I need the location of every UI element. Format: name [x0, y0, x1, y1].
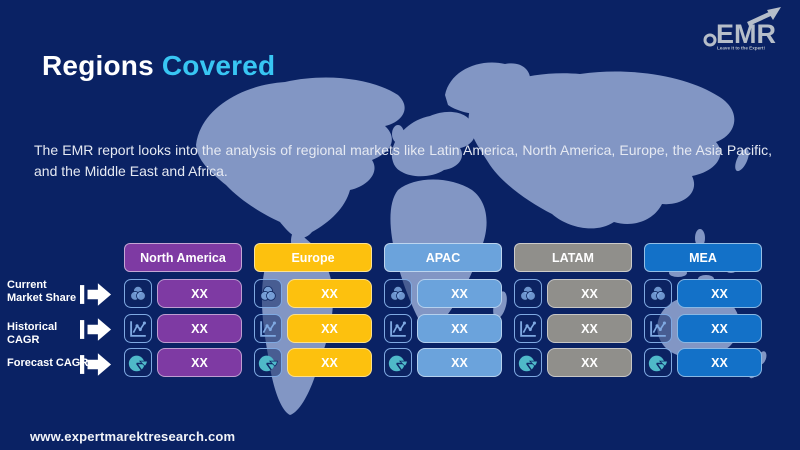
cell-value: XX — [711, 321, 728, 336]
title-part-2: Covered — [161, 50, 276, 81]
right-arrow-icon — [80, 352, 112, 377]
region-header-label: APAC — [425, 250, 461, 265]
row-label-current-market-share: Current Market Share — [7, 279, 77, 304]
pie-chart-icon — [514, 348, 542, 377]
region-header-label: Europe — [291, 250, 335, 265]
cell-value: XX — [451, 321, 468, 336]
cell-value: XX — [451, 355, 468, 370]
row-label-historical-cagr: Historical CAGR — [7, 321, 58, 346]
region-header-label: North America — [140, 250, 226, 265]
value-pill: XX — [677, 314, 762, 343]
value-pill: XX — [677, 279, 762, 308]
pie-chart-icon — [254, 348, 282, 377]
cell-value: XX — [581, 321, 598, 336]
cell-value: XX — [581, 355, 598, 370]
cell-value: XX — [191, 286, 208, 301]
value-pill: XX — [157, 279, 242, 308]
value-pill: XX — [287, 348, 372, 377]
region-header-europe: Europe — [254, 243, 372, 272]
website-url: www.expertmarektresearch.com — [30, 429, 236, 444]
cell-value: XX — [191, 355, 208, 370]
line-chart-icon — [384, 314, 412, 343]
value-pill: XX — [287, 314, 372, 343]
value-pill: XX — [157, 348, 242, 377]
line-chart-icon — [124, 314, 152, 343]
value-pill: XX — [417, 279, 502, 308]
value-pill: XX — [547, 314, 632, 343]
right-arrow-icon — [80, 317, 112, 342]
cell-value: XX — [711, 286, 728, 301]
region-header-latam: LATAM — [514, 243, 632, 272]
page-title: Regions Covered — [42, 50, 275, 82]
line-chart-icon — [254, 314, 282, 343]
line-chart-icon — [514, 314, 542, 343]
logo-circle-icon — [703, 33, 717, 47]
row-label-forecast-cagr: Forecast CAGR — [7, 357, 89, 369]
cell-value: XX — [581, 286, 598, 301]
region-header-label: LATAM — [552, 250, 594, 265]
cell-value: XX — [321, 355, 338, 370]
title-part-1: Regions — [42, 50, 154, 81]
cell-value: XX — [321, 321, 338, 336]
value-pill: XX — [287, 279, 372, 308]
venn-icon — [124, 279, 152, 308]
value-pill: XX — [157, 314, 242, 343]
cell-value: XX — [321, 286, 338, 301]
report-description: The EMR report looks into the analysis o… — [34, 142, 772, 179]
logo-arrow-icon — [767, 7, 781, 20]
value-pill: XX — [547, 348, 632, 377]
pie-chart-icon — [644, 348, 672, 377]
value-pill: XX — [417, 314, 502, 343]
cell-value: XX — [191, 321, 208, 336]
value-pill: XX — [677, 348, 762, 377]
value-pill: XX — [547, 279, 632, 308]
line-chart-icon — [644, 314, 672, 343]
logo-text: EMR — [716, 19, 776, 49]
pie-chart-icon — [124, 348, 152, 377]
region-header-north-america: North America — [124, 243, 242, 272]
value-pill: XX — [417, 348, 502, 377]
region-header-label: MEA — [689, 250, 717, 265]
logo-tagline: Leave it to the Expert! — [717, 46, 765, 51]
venn-icon — [384, 279, 412, 308]
region-header-mea: MEA — [644, 243, 762, 272]
venn-icon — [644, 279, 672, 308]
venn-icon — [514, 279, 542, 308]
cell-value: XX — [451, 286, 468, 301]
cell-value: XX — [711, 355, 728, 370]
emr-logo: EMR Leave it to the Expert! — [702, 6, 786, 52]
pie-chart-icon — [384, 348, 412, 377]
right-arrow-icon — [80, 282, 112, 307]
region-header-apac: APAC — [384, 243, 502, 272]
venn-icon — [254, 279, 282, 308]
